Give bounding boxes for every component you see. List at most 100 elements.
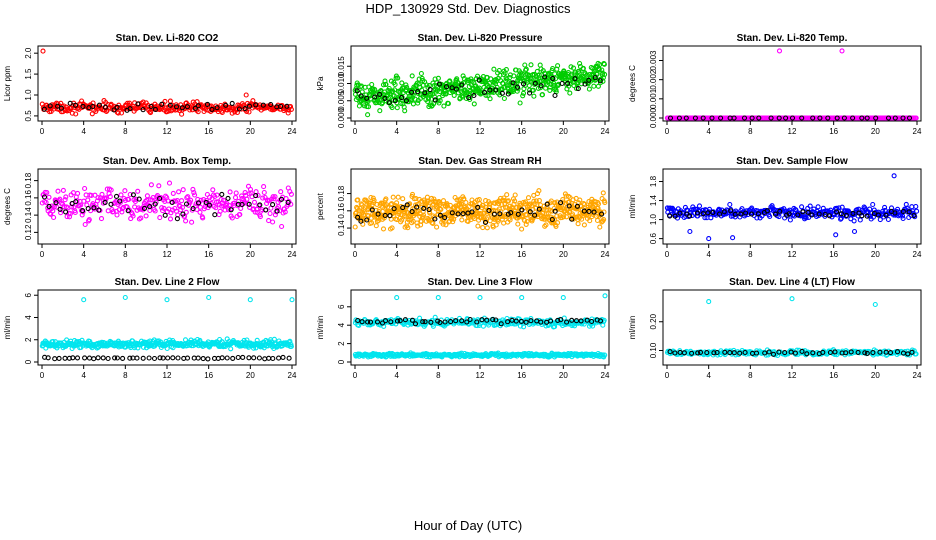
x-tick-label: 12 [788,371,797,380]
outlier-point [394,295,400,301]
y-tick-label: 0.10 [649,342,658,358]
data-point [119,209,125,215]
x-tick-label: 4 [706,371,711,380]
data-point [892,210,898,216]
data-point [825,115,831,121]
data-point [471,216,477,222]
data-point [170,345,176,351]
data-point [530,87,536,93]
data-point [114,355,120,361]
outlier-point [243,92,249,98]
data-point [428,319,434,325]
data-point [91,356,97,362]
data-point [229,110,235,116]
data-point [441,103,447,109]
data-point [60,187,66,193]
data-point [220,197,227,203]
y-tick-label: 0.010 [337,73,346,94]
data-point [102,104,108,110]
data-point [102,199,108,205]
data-point [189,219,195,225]
data-point [179,105,185,111]
data-point [550,80,557,86]
data-point [87,338,93,345]
x-tick-label: 8 [748,371,753,380]
data-point [507,217,513,223]
data-point [159,101,165,107]
data-point [689,350,695,356]
data-point [512,198,518,204]
data-point [566,203,572,209]
data-point [85,206,91,212]
x-tick-label: 24 [913,371,922,380]
data-point [519,207,525,213]
data-point [231,106,237,112]
data-point [453,318,459,324]
panel-title: Stan. Dev. Amb. Box Temp. [103,156,231,167]
data-point [192,192,198,198]
data-point [501,95,507,102]
data-point [552,217,558,223]
data-point [483,198,489,204]
data-point [266,218,272,224]
data-point [914,208,920,214]
data-point [51,214,57,221]
data-point [799,348,805,354]
data-point [839,204,845,210]
data-point [838,211,844,217]
data-point [786,211,792,217]
data-point [91,205,97,211]
data-point [224,355,230,361]
data-point [228,207,234,213]
data-point [520,81,527,87]
data-point [496,201,502,207]
x-tick-label: 8 [748,250,753,259]
chart-panel-5: Stan. Dev. Gas Stream RH 0 4 8 12 16 20 24 0.14 0… [316,156,610,259]
data-point [219,355,225,361]
data-point [487,96,493,102]
x-tick-label: 20 [246,371,255,380]
data-point [716,211,723,217]
data-point [184,195,190,201]
data-point [855,349,861,355]
data-point [369,220,375,226]
data-point [524,212,530,218]
data-point [449,85,455,91]
data-point [584,317,590,323]
panel-title: Stan. Dev. Line 2 Flow [115,277,220,288]
x-tick-label: 16 [517,250,526,259]
data-point [397,318,403,324]
data-point [789,115,796,121]
data-point [127,355,133,361]
data-point [491,66,497,72]
data-point [115,110,121,116]
data-point [415,89,421,95]
data-point [560,323,566,329]
data-point [864,350,870,356]
outlier-point [706,299,712,305]
data-point [381,215,387,221]
data-point [286,355,292,361]
data-point [480,323,486,329]
data-point [479,317,485,323]
y-tick-label: 1.0 [24,89,33,101]
data-point [246,103,253,109]
y-tick-label: 0.000 [649,107,658,128]
data-point [900,215,906,222]
data-point [95,355,101,361]
data-point [820,349,826,355]
data-point [528,62,534,68]
data-point [284,103,290,109]
data-point [272,194,278,200]
data-point [377,91,383,97]
data-point [156,183,162,189]
data-point [167,102,173,108]
data-point [253,193,259,199]
data-point [207,194,213,200]
chart-panel-1: Stan. Dev. Li-820 CO2 0 4 8 12 16 20 24 0.5 1.0 1.… [3,33,297,136]
data-point [206,202,212,208]
data-point [552,208,558,214]
data-point [749,115,755,121]
x-tick-label: 8 [748,127,753,136]
